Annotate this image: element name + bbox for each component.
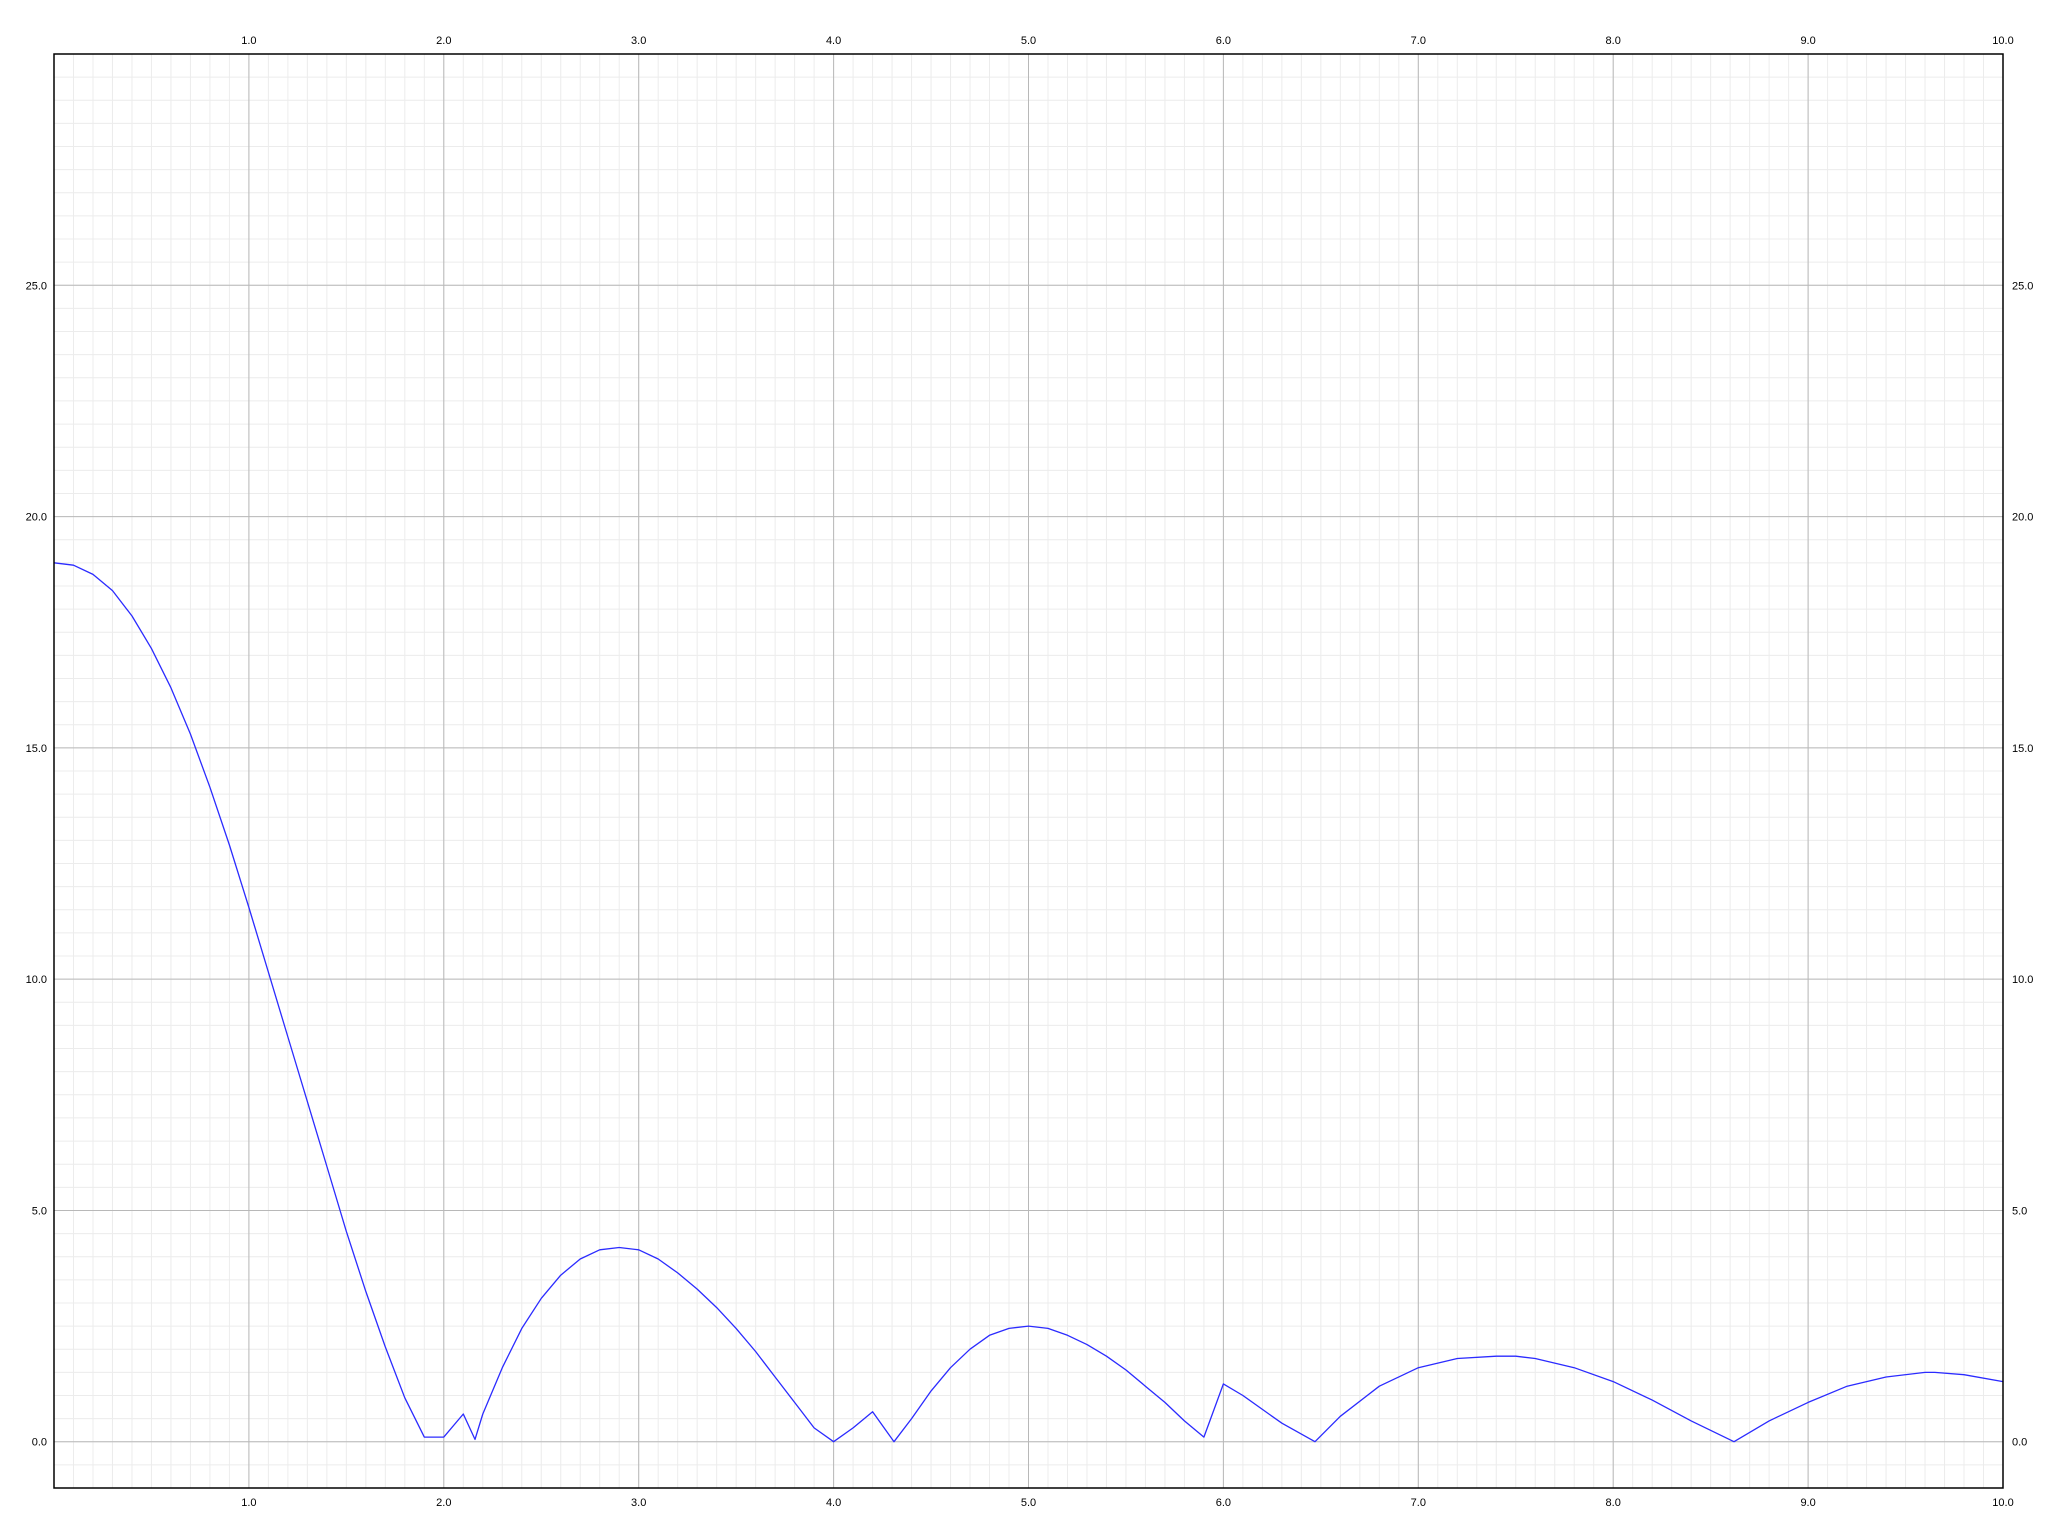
- x-tick-label-bottom: 1.0: [241, 1497, 256, 1509]
- x-tick-label-top: 1.0: [241, 35, 256, 47]
- y-tick-label-left: 15.0: [26, 743, 47, 755]
- x-tick-label-top: 6.0: [1216, 35, 1231, 47]
- series-layer: [53, 562, 2004, 1443]
- x-tick-label-bottom: 2.0: [436, 1497, 451, 1509]
- x-tick-label-bottom: 10.0: [1992, 1497, 2013, 1509]
- x-tick-label-bottom: 4.0: [826, 1497, 841, 1509]
- x-tick-label-top: 3.0: [631, 35, 646, 47]
- x-tick-label-top: 2.0: [436, 35, 451, 47]
- y-tick-label-left: 0.0: [32, 1437, 47, 1449]
- y-tick-label-right: 10.0: [2012, 974, 2033, 986]
- x-tick-label-top: 7.0: [1411, 35, 1426, 47]
- x-tick-label-top: 10.0: [1992, 35, 2013, 47]
- x-tick-label-top: 5.0: [1021, 35, 1036, 47]
- x-tick-label-bottom: 7.0: [1411, 1497, 1426, 1509]
- y-tick-label-right: 5.0: [2012, 1205, 2027, 1217]
- x-tick-label-top: 4.0: [826, 35, 841, 47]
- y-tick-label-right: 25.0: [2012, 280, 2033, 292]
- x-tick-label-bottom: 3.0: [631, 1497, 646, 1509]
- x-tick-label-bottom: 8.0: [1606, 1497, 1621, 1509]
- x-tick-label-bottom: 5.0: [1021, 1497, 1036, 1509]
- y-tick-label-left: 5.0: [32, 1205, 47, 1217]
- y-tick-label-right: 0.0: [2012, 1437, 2027, 1449]
- y-tick-label-right: 20.0: [2012, 512, 2033, 524]
- x-tick-label-top: 9.0: [1800, 35, 1815, 47]
- plot-frame: [53, 53, 2004, 1489]
- y-tick-label-left: 10.0: [26, 974, 47, 986]
- tick-labels: 1.0 1.0 2.0 2.0 3.0 3.0 4.0 4.0 5.0 5.0 6.0 6.0 7.0 7…: [26, 35, 2034, 1509]
- x-tick-label-top: 8.0: [1606, 35, 1621, 47]
- y-tick-label-left: 20.0: [26, 512, 47, 524]
- x-tick-label-bottom: 6.0: [1216, 1497, 1231, 1509]
- y-tick-label-right: 15.0: [2012, 743, 2033, 755]
- x-tick-label-bottom: 9.0: [1800, 1497, 1815, 1509]
- series-line-0: [53, 562, 2004, 1443]
- y-tick-label-left: 25.0: [26, 280, 47, 292]
